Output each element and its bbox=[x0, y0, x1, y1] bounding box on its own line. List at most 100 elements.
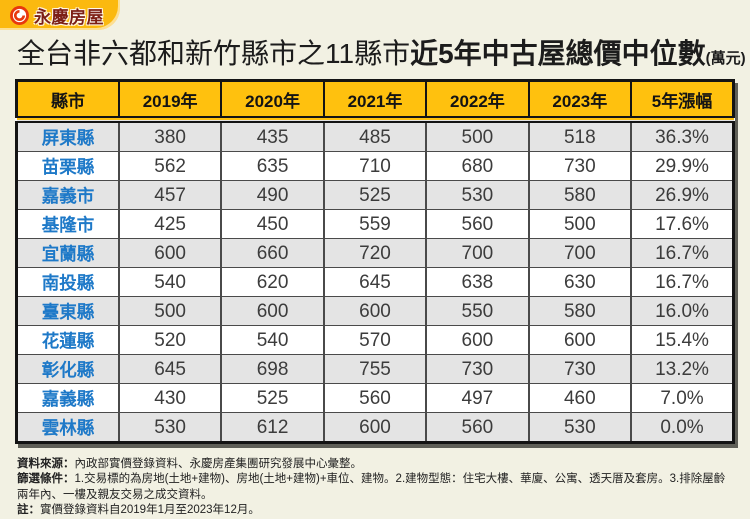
price-cell: 730 bbox=[527, 151, 633, 181]
title-unit: (萬元) bbox=[705, 50, 746, 67]
footnote-label: 篩選條件： bbox=[17, 473, 75, 486]
price-cell: 600 bbox=[322, 412, 428, 443]
table-row: 嘉義縣 430 525 560 497 460 7.0% bbox=[16, 383, 734, 413]
table-row: 嘉義市 457 490 525 530 580 26.9% bbox=[16, 180, 734, 210]
price-cell: 645 bbox=[117, 354, 223, 384]
price-cell: 530 bbox=[425, 180, 530, 210]
price-cell: 755 bbox=[322, 354, 428, 384]
change-cell: 16.0% bbox=[630, 296, 734, 326]
price-cell: 730 bbox=[527, 354, 633, 384]
price-table-wrapper: 縣市 2019年 2020年 2021年 2022年 2023年 5年漲幅 屏東縣 380 43… bbox=[15, 79, 735, 444]
price-cell: 525 bbox=[220, 383, 325, 413]
price-cell: 450 bbox=[220, 209, 325, 239]
price-cell: 645 bbox=[322, 267, 428, 297]
county-cell: 屏東縣 bbox=[16, 119, 120, 152]
yungching-swirl-icon bbox=[9, 5, 30, 26]
column-header: 縣市 bbox=[16, 80, 120, 123]
price-cell: 620 bbox=[220, 267, 325, 297]
price-cell: 518 bbox=[527, 119, 633, 152]
county-cell: 宜蘭縣 bbox=[16, 238, 120, 268]
price-cell: 560 bbox=[322, 383, 428, 413]
table-row: 苗栗縣 562 635 710 680 730 29.9% bbox=[16, 151, 734, 181]
price-cell: 430 bbox=[117, 383, 223, 413]
price-cell: 600 bbox=[117, 238, 223, 268]
footnote-label: 註： bbox=[17, 504, 40, 517]
table-body: 屏東縣 380 435 485 500 518 36.3% 苗栗縣 562 635 710 680 73… bbox=[16, 119, 734, 443]
price-cell: 520 bbox=[117, 325, 223, 355]
price-cell: 710 bbox=[322, 151, 428, 181]
price-cell: 630 bbox=[527, 267, 633, 297]
price-cell: 500 bbox=[425, 119, 530, 152]
change-cell: 13.2% bbox=[630, 354, 734, 384]
footnote-text: 1.交易標的為房地(土地+建物)、房地(土地+建物)+車位、建物。2.建物型態：… bbox=[17, 473, 726, 501]
footnotes: 資料來源：內政部實價登錄資料、永慶房產集團研究發展中心彙整。 篩選條件：1.交易標… bbox=[17, 457, 735, 519]
price-cell: 550 bbox=[425, 296, 530, 326]
price-cell: 500 bbox=[117, 296, 223, 326]
price-cell: 600 bbox=[527, 325, 633, 355]
price-cell: 570 bbox=[322, 325, 428, 355]
column-header: 2021年 bbox=[322, 80, 428, 123]
table-row: 屏東縣 380 435 485 500 518 36.3% bbox=[16, 119, 734, 152]
price-cell: 530 bbox=[117, 412, 223, 443]
price-table: 縣市 2019年 2020年 2021年 2022年 2023年 5年漲幅 屏東縣 380 43… bbox=[15, 79, 735, 444]
table-row: 基隆市 425 450 559 560 500 17.6% bbox=[16, 209, 734, 239]
price-cell: 560 bbox=[425, 209, 530, 239]
county-cell: 雲林縣 bbox=[16, 412, 120, 443]
price-cell: 490 bbox=[220, 180, 325, 210]
county-cell: 彰化縣 bbox=[16, 354, 120, 384]
change-cell: 16.7% bbox=[630, 267, 734, 297]
table-row: 臺東縣 500 600 600 550 580 16.0% bbox=[16, 296, 734, 326]
change-cell: 26.9% bbox=[630, 180, 734, 210]
price-cell: 600 bbox=[322, 296, 428, 326]
county-cell: 苗栗縣 bbox=[16, 151, 120, 181]
column-header: 2019年 bbox=[117, 80, 223, 123]
column-header: 2022年 bbox=[425, 80, 530, 123]
table-header: 縣市 2019年 2020年 2021年 2022年 2023年 5年漲幅 bbox=[16, 80, 734, 123]
price-cell: 600 bbox=[425, 325, 530, 355]
change-cell: 0.0% bbox=[630, 412, 734, 443]
price-cell: 560 bbox=[425, 412, 530, 443]
price-cell: 612 bbox=[220, 412, 325, 443]
footnote-text: 內政部實價登錄資料、永慶房產集團研究發展中心彙整。 bbox=[74, 458, 363, 470]
price-cell: 380 bbox=[117, 119, 223, 152]
footnote-line: 註：實價登錄資料自2019年1月至2023年12月。 bbox=[17, 503, 735, 518]
price-cell: 530 bbox=[527, 412, 633, 443]
price-cell: 720 bbox=[322, 238, 428, 268]
footnote-line: 篩選條件：1.交易標的為房地(土地+建物)、房地(土地+建物)+車位、建物。2.… bbox=[17, 472, 735, 503]
table-row: 花蓮縣 520 540 570 600 600 15.4% bbox=[16, 325, 734, 355]
page-title: 全台非六都和新竹縣市之11縣市近5年中古屋總價中位數(萬元) bbox=[0, 0, 750, 79]
change-cell: 16.7% bbox=[630, 238, 734, 268]
price-cell: 425 bbox=[117, 209, 223, 239]
price-cell: 435 bbox=[220, 119, 325, 152]
price-cell: 680 bbox=[425, 151, 530, 181]
county-cell: 嘉義市 bbox=[16, 180, 120, 210]
price-cell: 580 bbox=[527, 180, 633, 210]
price-cell: 635 bbox=[220, 151, 325, 181]
price-cell: 638 bbox=[425, 267, 530, 297]
change-cell: 36.3% bbox=[630, 119, 734, 152]
table-header-row: 縣市 2019年 2020年 2021年 2022年 2023年 5年漲幅 bbox=[16, 80, 734, 123]
price-cell: 580 bbox=[527, 296, 633, 326]
column-header: 2020年 bbox=[220, 80, 325, 123]
county-cell: 花蓮縣 bbox=[16, 325, 120, 355]
column-header: 2023年 bbox=[527, 80, 633, 123]
county-cell: 臺東縣 bbox=[16, 296, 120, 326]
footnote-label: 資料來源： bbox=[17, 458, 75, 470]
column-header: 5年漲幅 bbox=[630, 80, 734, 123]
price-cell: 600 bbox=[220, 296, 325, 326]
county-cell: 南投縣 bbox=[16, 267, 120, 297]
county-cell: 嘉義縣 bbox=[16, 383, 120, 413]
title-highlight: 近5年中古屋總價中位數 bbox=[410, 38, 706, 69]
brand-banner: 永慶房屋 bbox=[0, 0, 120, 30]
price-cell: 660 bbox=[220, 238, 325, 268]
table-row: 宜蘭縣 600 660 720 700 700 16.7% bbox=[16, 238, 734, 268]
price-cell: 497 bbox=[425, 383, 530, 413]
price-cell: 525 bbox=[322, 180, 428, 210]
price-cell: 698 bbox=[220, 354, 325, 384]
price-cell: 457 bbox=[117, 180, 223, 210]
price-cell: 540 bbox=[220, 325, 325, 355]
price-cell: 700 bbox=[425, 238, 530, 268]
footnote-line: 資料來源：內政部實價登錄資料、永慶房產集團研究發展中心彙整。 bbox=[17, 457, 735, 472]
price-cell: 562 bbox=[117, 151, 223, 181]
